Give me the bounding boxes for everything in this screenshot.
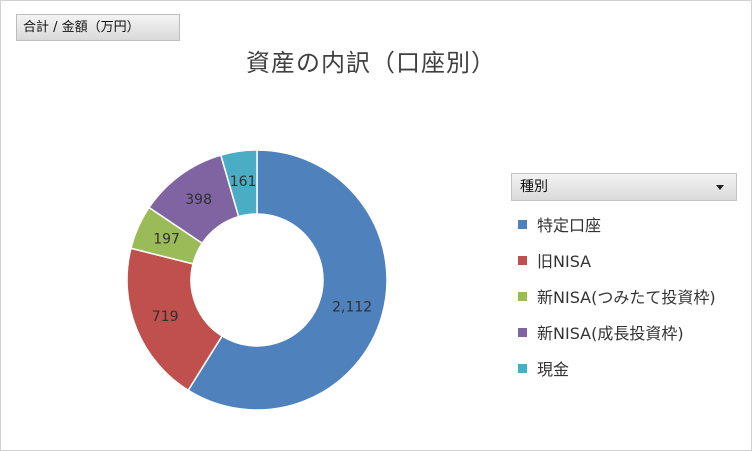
slice-value-label: 2,112 bbox=[332, 299, 372, 315]
slice-value-label: 719 bbox=[152, 309, 179, 325]
legend-label: 旧NISA bbox=[537, 252, 592, 271]
legend-item: 新NISA(つみたて投資枠) bbox=[518, 278, 716, 314]
legend-label: 新NISA(つみたて投資枠) bbox=[537, 288, 716, 307]
legend-swatch bbox=[518, 291, 527, 301]
value-field-button[interactable]: 合計 / 金額（万円） bbox=[16, 14, 180, 41]
legend-swatch bbox=[518, 219, 527, 229]
donut-slice[interactable] bbox=[126, 247, 224, 392]
slice-value-label: 398 bbox=[185, 192, 212, 208]
legend: 特定口座旧NISA 新NISA(つみたて投資枠) 新NISA(成長投資枠) 現金 bbox=[518, 206, 716, 386]
donut-slice[interactable] bbox=[219, 149, 258, 218]
legend-label: 新NISA(成長投資枠) bbox=[537, 324, 684, 343]
slice-value-label: 161 bbox=[230, 174, 257, 190]
chart-title: 資産の内訳（口座別） bbox=[246, 49, 496, 77]
legend-swatch bbox=[518, 255, 527, 265]
legend-swatch bbox=[518, 363, 527, 373]
legend-filter-button[interactable]: 種別 bbox=[511, 173, 737, 201]
legend-title: 種別 bbox=[520, 179, 548, 195]
slice-value-label: 197 bbox=[153, 232, 180, 248]
legend-item: 旧NISA bbox=[518, 242, 716, 278]
donut-slice[interactable] bbox=[187, 149, 388, 411]
chevron-down-icon[interactable] bbox=[716, 185, 724, 190]
legend-item: 新NISA(成長投資枠) bbox=[518, 314, 716, 350]
legend-label: 現金 bbox=[537, 360, 570, 379]
legend-label: 特定口座 bbox=[537, 216, 602, 235]
legend-swatch bbox=[518, 327, 527, 337]
legend-item: 特定口座 bbox=[518, 206, 716, 242]
legend-item: 現金 bbox=[518, 350, 716, 386]
